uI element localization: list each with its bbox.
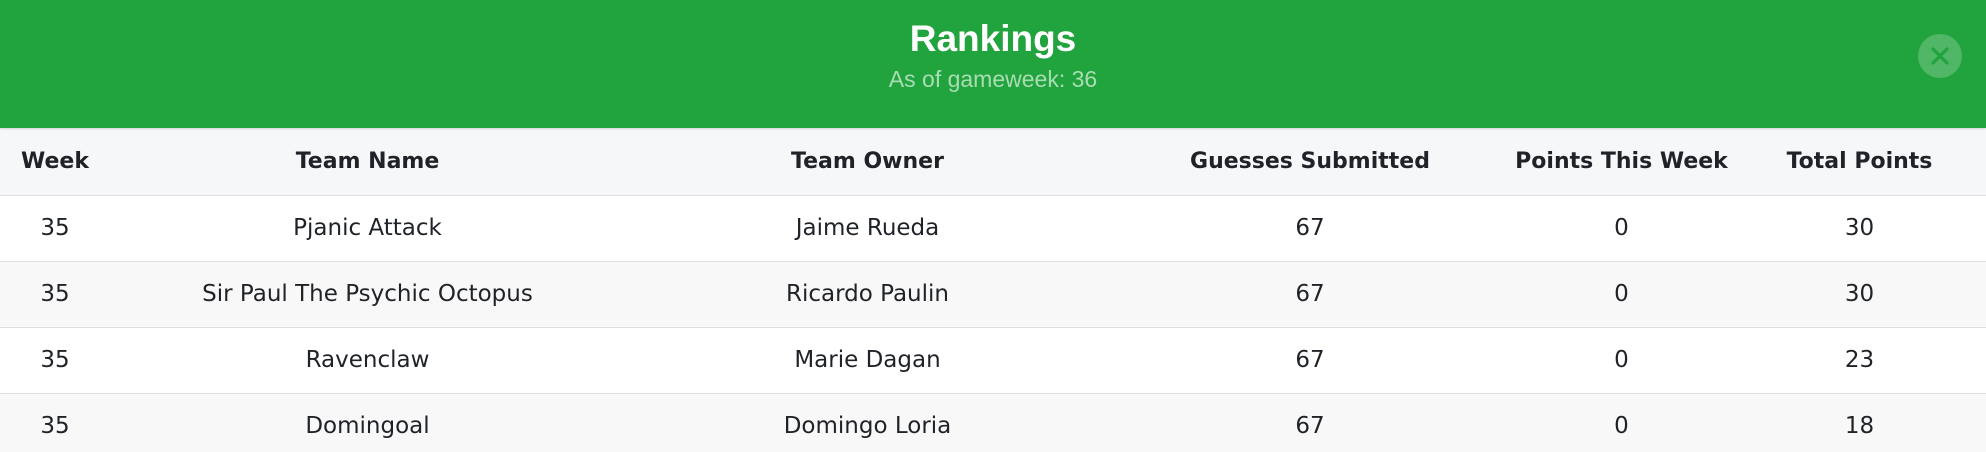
cell-week: 35 [0,195,110,262]
close-button[interactable] [1918,34,1962,78]
column-header-team-name[interactable]: Team Name [110,128,625,196]
cell-total-points: 18 [1733,393,1986,452]
table-row: 35 Sir Paul The Psychic Octopus Ricardo … [0,261,1986,328]
cell-points-this-week: 0 [1510,327,1733,394]
cell-team-name: Pjanic Attack [110,195,625,262]
column-header-week[interactable]: Week [0,128,110,196]
column-header-points-this-week[interactable]: Points This Week [1510,128,1733,196]
cell-team-owner: Domingo Loria [625,393,1110,452]
cell-week: 35 [0,261,110,328]
cell-guesses-submitted: 67 [1110,393,1510,452]
modal-title: Rankings [909,18,1077,59]
cell-total-points: 30 [1733,195,1986,262]
cell-points-this-week: 0 [1510,393,1733,452]
table-row: 35 Pjanic Attack Jaime Rueda 67 0 30 [0,195,1986,262]
table-header-row: Week Team Name Team Owner Guesses Submit… [0,128,1986,196]
cell-guesses-submitted: 67 [1110,195,1510,262]
cell-week: 35 [0,393,110,452]
close-icon [1931,47,1949,65]
cell-team-name: Sir Paul The Psychic Octopus [110,261,625,328]
cell-points-this-week: 0 [1510,261,1733,328]
table-row: 35 Ravenclaw Marie Dagan 67 0 23 [0,327,1986,394]
cell-total-points: 30 [1733,261,1986,328]
cell-guesses-submitted: 67 [1110,261,1510,328]
cell-guesses-submitted: 67 [1110,327,1510,394]
cell-week: 35 [0,327,110,394]
rankings-table: Week Team Name Team Owner Guesses Submit… [0,128,1986,452]
cell-team-owner: Ricardo Paulin [625,261,1110,328]
cell-total-points: 23 [1733,327,1986,394]
column-header-guesses-submitted[interactable]: Guesses Submitted [1110,128,1510,196]
modal-subtitle: As of gameweek: 36 [888,66,1098,92]
cell-team-owner: Marie Dagan [625,327,1110,394]
cell-points-this-week: 0 [1510,195,1733,262]
cell-team-name: Ravenclaw [110,327,625,394]
table-row: 35 Domingoal Domingo Loria 67 0 18 [0,393,1986,452]
cell-team-owner: Jaime Rueda [625,195,1110,262]
modal-header: Rankings As of gameweek: 36 [0,0,1986,128]
column-header-total-points[interactable]: Total Points [1733,128,1986,196]
column-header-team-owner[interactable]: Team Owner [625,128,1110,196]
cell-team-name: Domingoal [110,393,625,452]
